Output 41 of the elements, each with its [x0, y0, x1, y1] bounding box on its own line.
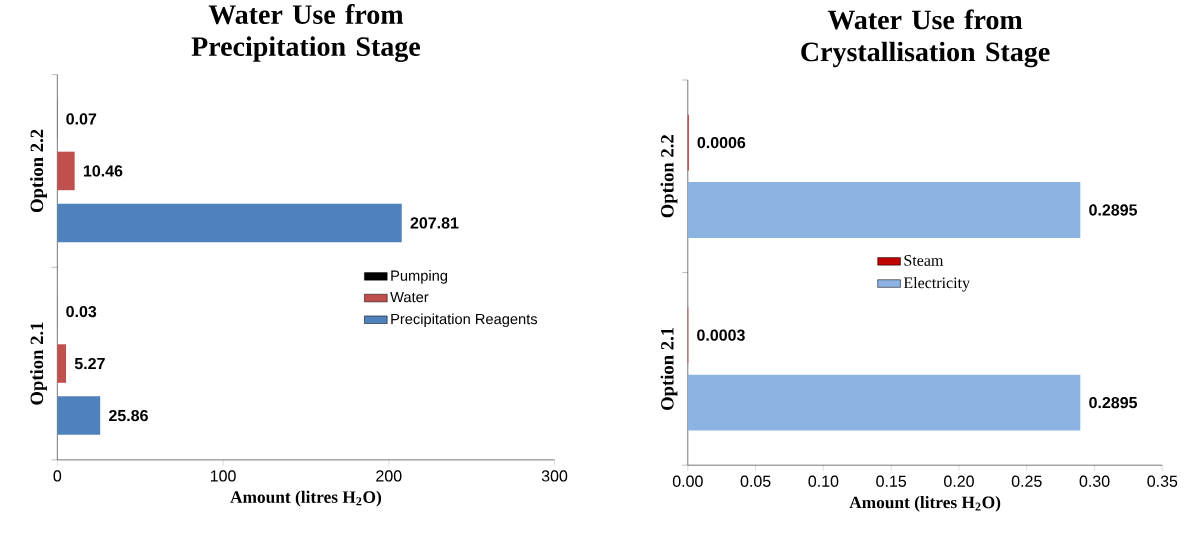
x-tick-label: 0.25 [1011, 475, 1042, 487]
bar [57, 396, 101, 435]
chart-title: Water Use from Precipitation Stage [191, 4, 421, 63]
data-label: 0.2895 [1089, 204, 1138, 216]
data-label: 0.0003 [697, 329, 745, 341]
y-tick-label: Option 2.1 [660, 327, 678, 411]
x-tick-label: 100 [210, 470, 236, 482]
data-label: 0.07 [66, 113, 97, 125]
bar [687, 374, 1081, 431]
x-tick-label: 0.30 [1079, 475, 1110, 487]
bar [57, 203, 402, 243]
x-tick-label: 300 [541, 470, 568, 482]
legend-label: Electricity [903, 277, 970, 292]
legend-label: Steam [904, 255, 944, 266]
x-tick-label: 0.05 [740, 475, 771, 487]
data-label: 10.46 [83, 165, 123, 177]
bar [687, 182, 1081, 238]
x-tick-label: 0.10 [808, 475, 839, 487]
legend-label: Precipitation Reagents [391, 313, 538, 328]
x-tick-label: 0.35 [1147, 475, 1178, 487]
bar [57, 151, 75, 191]
y-tick-label: Option 2.2 [30, 129, 47, 213]
x-tick-label: 0 [53, 470, 62, 482]
legend-label: Pumping [391, 270, 448, 284]
data-label: 0.0006 [697, 136, 746, 149]
chart-title: Water Use from Crystallisation Stage [801, 9, 1050, 68]
y-tick-label: Option 2.1 [30, 322, 47, 405]
x-tick-label: 200 [376, 470, 402, 482]
legend-label: Water [390, 292, 429, 303]
data-label: 5.27 [74, 357, 105, 370]
data-label: 25.86 [109, 409, 148, 422]
x-axis-title: Amount (litres H$_{2}$O) [230, 490, 382, 507]
bar [57, 344, 67, 383]
x-axis-title: Amount (litres H$_{2}$O) [849, 496, 1001, 512]
data-label: 207.81 [410, 217, 459, 229]
y-tick-label: Option 2.2 [660, 135, 678, 218]
data-label: 0.03 [66, 305, 97, 318]
x-tick-label: 0.00 [672, 475, 703, 487]
x-tick-label: 0.15 [876, 475, 907, 487]
data-label: 0.2895 [1089, 397, 1138, 409]
x-tick-label: 0.20 [944, 475, 974, 487]
